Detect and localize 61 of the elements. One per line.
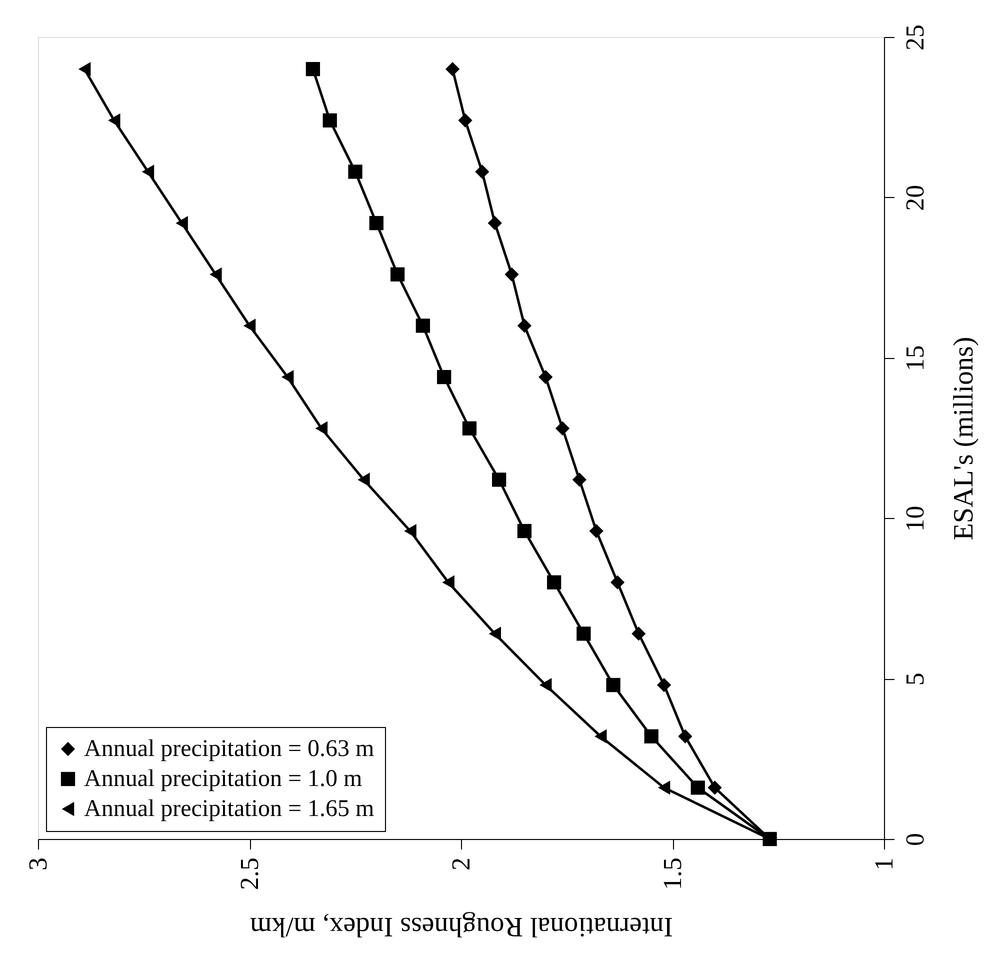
point (369, 216, 384, 230)
point (315, 421, 328, 436)
point (210, 267, 222, 282)
y-tick-label: 25 (900, 24, 930, 50)
point (572, 472, 587, 487)
legend-label: Annual precipitation = 1.0 m (84, 766, 362, 792)
point (632, 626, 646, 641)
point (539, 678, 552, 692)
point (589, 524, 604, 538)
y-tick-label: 0 (900, 833, 930, 846)
point (322, 113, 337, 128)
x-tick-label: 1.5 (658, 858, 687, 890)
point (78, 62, 91, 76)
point (404, 524, 416, 538)
point (176, 216, 188, 230)
point (108, 113, 120, 128)
legend-label: Annual precipitation = 0.63 m (84, 736, 374, 762)
point (358, 472, 370, 487)
y-tick-label: 15 (900, 345, 930, 372)
x-tick-label: 1 (870, 858, 898, 870)
point (475, 164, 490, 179)
point (644, 729, 658, 744)
point (445, 62, 460, 76)
x-tick-label: 3 (24, 858, 52, 870)
legend-label: Annual precipitation = 1.65 m (84, 796, 374, 822)
y-axis-title: ESAL's (millions) (948, 336, 980, 540)
x-tick-label: 2.5 (235, 858, 264, 890)
point (416, 318, 430, 333)
point (492, 472, 506, 487)
point (610, 575, 625, 590)
point (442, 575, 454, 590)
point (690, 780, 705, 795)
point (281, 370, 294, 384)
x-axis-title: International Roughness Index, m/km (250, 911, 674, 942)
point (306, 62, 320, 76)
point (606, 678, 620, 692)
y-tick-label: 5 (900, 672, 930, 686)
point (488, 216, 502, 230)
point (658, 780, 670, 795)
point (708, 780, 722, 795)
point (243, 318, 256, 333)
point (555, 421, 570, 436)
y-tick-label: 20 (900, 184, 930, 211)
point (504, 267, 519, 282)
point (462, 421, 477, 436)
point (517, 524, 532, 538)
point (437, 370, 452, 384)
point (546, 575, 562, 590)
point (488, 626, 501, 641)
y-tick-label: 10 (900, 506, 930, 532)
point (142, 164, 154, 179)
point (538, 370, 553, 384)
x-tick-label: 2 (446, 858, 476, 870)
point (390, 267, 405, 282)
point (678, 729, 692, 744)
point (458, 113, 472, 128)
point (576, 626, 591, 641)
point (348, 164, 362, 179)
point (594, 729, 607, 744)
point (656, 678, 672, 692)
point (517, 318, 532, 333)
